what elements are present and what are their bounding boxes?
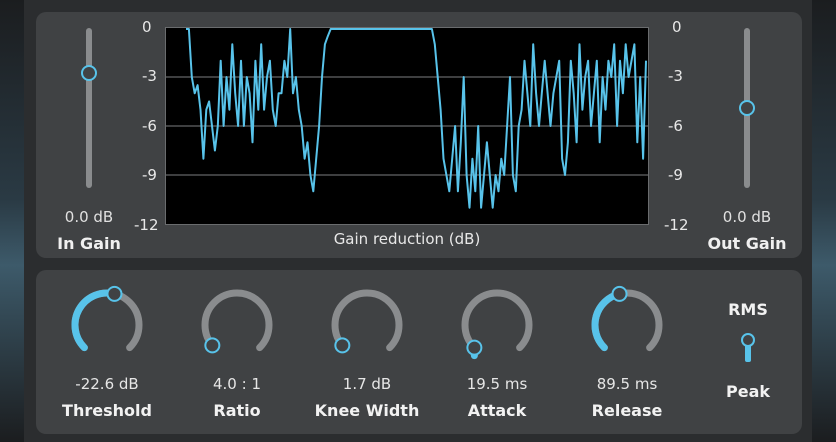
- release-knob[interactable]: [582, 280, 672, 370]
- out-gain-slider-thumb[interactable]: [739, 100, 755, 116]
- in-gain-label: In Gain: [57, 234, 121, 253]
- out-gain-value: 0.0 dB: [722, 208, 772, 226]
- attack-knob[interactable]: [452, 280, 542, 370]
- in-gain-slider-thumb[interactable]: [81, 64, 97, 81]
- gain-reduction-graph: [165, 27, 649, 225]
- peak-option-label[interactable]: Peak: [725, 382, 770, 401]
- knob-handle[interactable]: [466, 339, 483, 356]
- rms-option-label[interactable]: RMS: [728, 300, 768, 319]
- background-right-edge: [812, 0, 836, 442]
- left-axis-tick-3: -3: [142, 67, 157, 85]
- knob-value-arc: [71, 289, 118, 352]
- in-gain-value: 0.0 dB: [64, 208, 114, 226]
- rms-peak-toggle[interactable]: [738, 330, 758, 366]
- left-axis-tick-6: -6: [142, 117, 157, 135]
- knob-value-arc: [591, 290, 624, 352]
- knee-width-knob[interactable]: [322, 280, 412, 370]
- gain-reduction-line: [186, 28, 647, 209]
- knob-handle[interactable]: [334, 337, 351, 354]
- gain-reduction-plot: [166, 28, 648, 209]
- knob-handle[interactable]: [106, 285, 123, 302]
- release-label: Release: [591, 401, 663, 420]
- knee-width-label: Knee Width: [314, 401, 420, 420]
- knob-track: [331, 289, 403, 352]
- knob-handle[interactable]: [204, 337, 221, 354]
- in-gain-slider-track[interactable]: [86, 28, 92, 188]
- controls-panel: -22.6 dB Threshold 4.0 : 1 Ratio 1.7 dB …: [36, 270, 802, 434]
- attack-value: 19.5 ms: [466, 375, 528, 393]
- knob-track: [201, 289, 273, 352]
- threshold-label: Threshold: [62, 401, 152, 420]
- attack-label: Attack: [467, 401, 527, 420]
- graph-caption: Gain reduction (dB): [333, 230, 481, 248]
- toggle-knob[interactable]: [741, 333, 755, 347]
- compressor-plugin: 0.0 dB In Gain 0 -3 -6 -9 -12 Gain reduc…: [24, 0, 812, 442]
- right-axis-tick-3: -3: [668, 67, 683, 85]
- ratio-label: Ratio: [213, 401, 261, 420]
- out-gain-label: Out Gain: [707, 234, 787, 253]
- left-axis-tick-12: -12: [134, 216, 159, 234]
- background-left-edge: [0, 0, 24, 442]
- release-value: 89.5 ms: [596, 375, 658, 393]
- knob-handle[interactable]: [611, 285, 628, 302]
- ratio-value: 4.0 : 1: [213, 375, 261, 393]
- knee-width-value: 1.7 dB: [342, 375, 392, 393]
- ratio-knob[interactable]: [192, 280, 282, 370]
- threshold-knob[interactable]: [62, 280, 152, 370]
- toggle-bar: [745, 344, 751, 362]
- right-axis-tick-12: -12: [664, 216, 689, 234]
- left-axis-tick-0: 0: [142, 18, 152, 36]
- meter-panel: 0.0 dB In Gain 0 -3 -6 -9 -12 Gain reduc…: [36, 12, 802, 258]
- right-axis-tick-9: -9: [668, 166, 683, 184]
- right-axis-tick-0: 0: [672, 18, 682, 36]
- left-axis-tick-9: -9: [142, 166, 157, 184]
- threshold-value: -22.6 dB: [75, 375, 139, 393]
- knob-track: [461, 289, 533, 352]
- right-axis-tick-6: -6: [668, 117, 683, 135]
